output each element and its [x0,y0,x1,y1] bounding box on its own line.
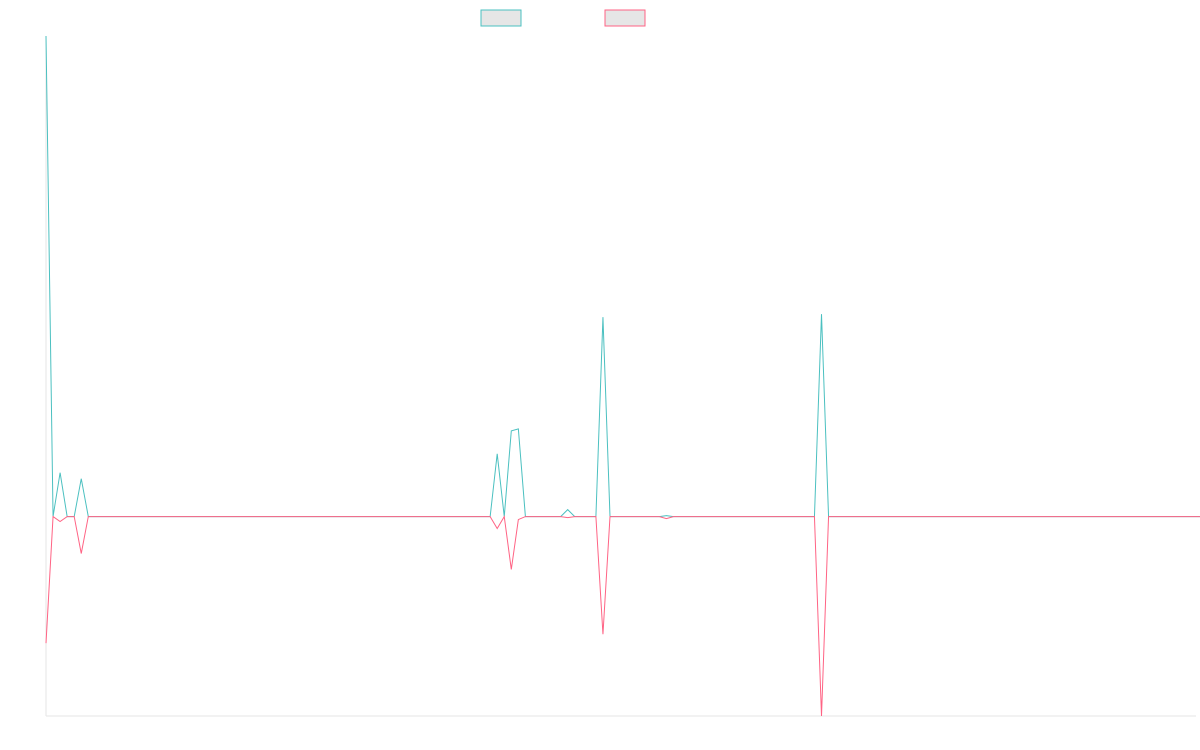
series-line-2 [45,515,1200,717]
axes [45,36,1196,717]
legend-swatch-1[interactable] [480,9,522,27]
legend-swatch-2[interactable] [604,9,646,27]
series-layer [45,35,1200,717]
series-line-1 [45,35,1200,518]
legend [480,9,646,27]
legend-item-2[interactable] [604,9,646,27]
legend-item-1[interactable] [480,9,522,27]
